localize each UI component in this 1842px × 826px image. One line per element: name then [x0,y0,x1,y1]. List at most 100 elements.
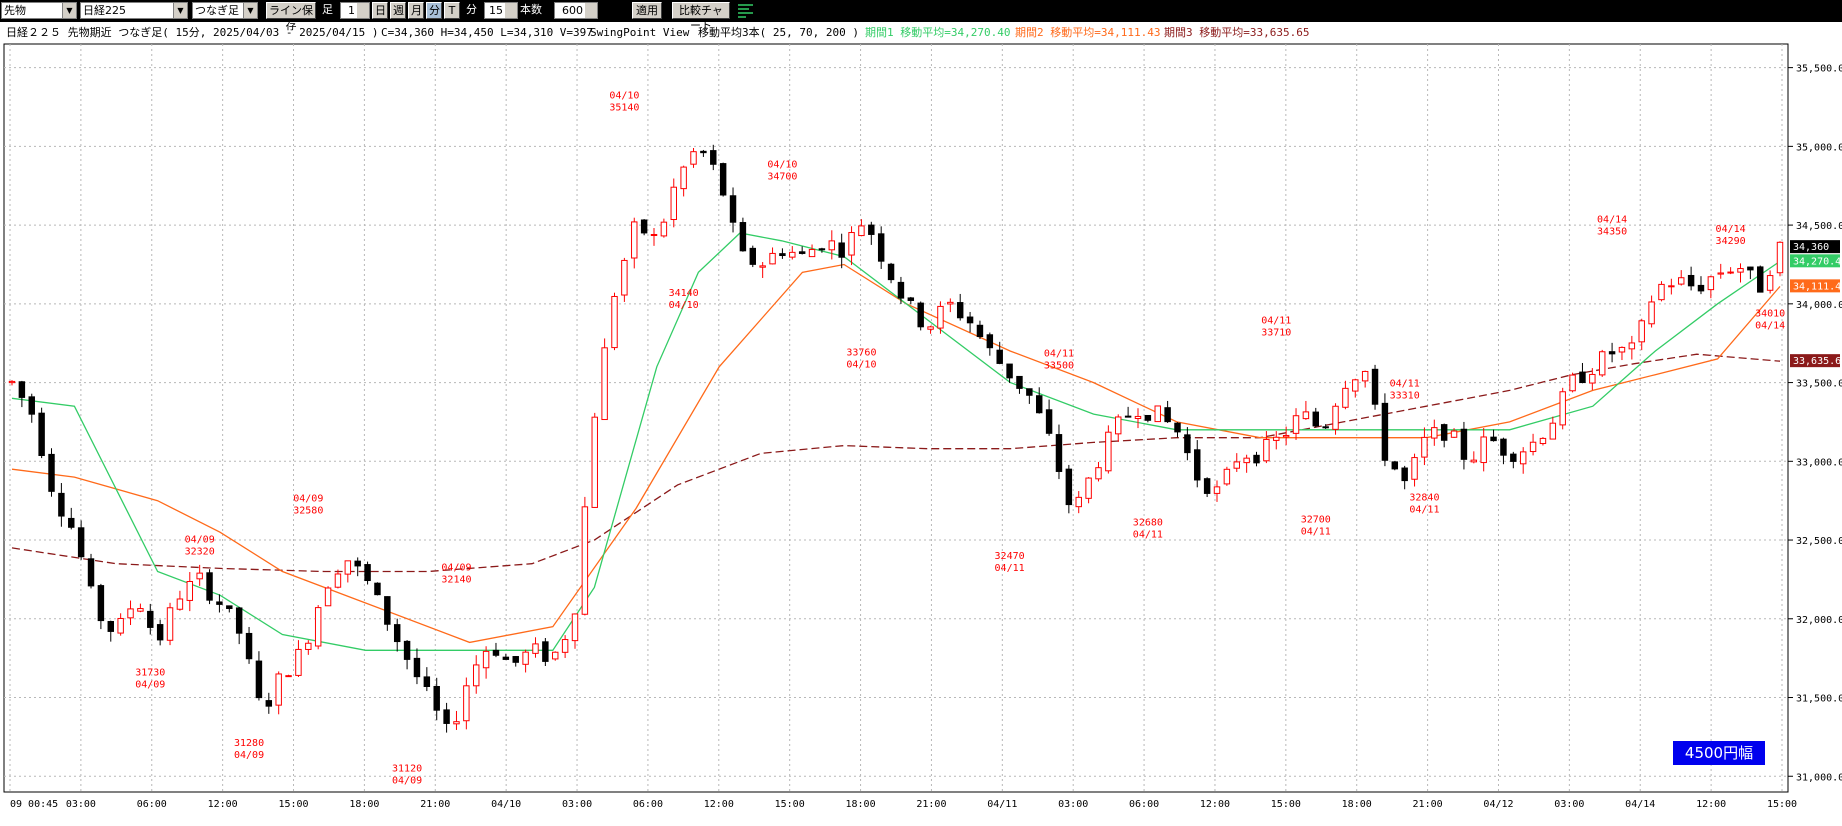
swing-label: 32700 [1301,515,1331,526]
indicator-list-icon[interactable] [737,2,755,19]
ma1-readout: 期間1 移動平均=34,270.40 [865,25,1010,39]
foot-value: 1 [348,4,355,17]
apply-button[interactable]: 適用 [632,2,662,19]
candle-up [1450,430,1458,438]
candle-up [166,607,174,641]
x-tick-label: 03:00 [1554,799,1584,810]
ma3-readout: 期間3 移動平均=33,635.65 [1164,25,1309,39]
candle-down [107,621,114,632]
candle-down [700,150,707,154]
candle-up [1134,415,1142,420]
count-input[interactable]: 600 [554,2,598,19]
candle-down [255,660,263,699]
save-layout-button[interactable]: ライン保存 [266,2,316,32]
candle-up [295,648,302,676]
candle-down [502,656,510,660]
x-tick-label: 12:00 [1200,799,1230,810]
candle-up [1273,436,1280,441]
y-tick-label: 31,500.0 [1796,694,1842,705]
candle-up [1105,431,1112,472]
candle-up [769,252,776,265]
contract-select[interactable]: つなぎ足 ▼ [192,2,258,19]
candle-down [265,700,273,707]
candle-up [1352,379,1359,392]
candle-up [1223,468,1231,485]
candle-up [1154,405,1161,423]
candle-up [8,380,16,384]
foot-label: 足 [322,3,333,16]
x-tick-label: 06:00 [633,799,663,810]
minute-input[interactable]: 15 [484,2,518,19]
candle-down [710,150,717,165]
candle-down [226,605,233,609]
candle-down [354,560,361,567]
candle-down [58,492,65,517]
candle-up [621,259,628,296]
price-chart[interactable]: 3112004/093128004/093173004/0904/0932320… [0,22,1842,826]
swing-label: 34140 [669,288,699,299]
candle-down [1579,371,1586,384]
candle-up [176,598,184,610]
candle-up [1115,416,1122,435]
value-tag [1790,279,1840,293]
candle-up [1332,405,1339,430]
ma200-line [11,353,1781,573]
candle-up [1095,467,1102,480]
candle-down [413,657,421,678]
value-tag-label: 34,360 [1793,242,1829,253]
swing-label: 32680 [1133,518,1163,529]
day-button[interactable]: 日 [372,2,388,19]
candle-down [996,349,1003,364]
candle-down [1194,449,1201,481]
month-button[interactable]: 月 [408,2,424,19]
candle-down [156,624,164,641]
candle-up [1569,374,1576,392]
candle-up [1243,457,1250,464]
candle-down [719,163,727,196]
x-tick-label: 03:00 [66,799,96,810]
candle-up [1361,370,1369,382]
candle-down [1312,411,1320,427]
spinner-icon[interactable] [357,3,369,18]
candle-down [245,632,253,660]
spinner-icon[interactable] [505,3,517,18]
candle-up [1776,241,1784,274]
candle-up [117,617,124,634]
candle-down [1381,402,1389,461]
candle-up [601,347,608,421]
swingpoint-label: SwingPoint View [590,26,690,39]
foot-input[interactable]: 1 [340,2,370,19]
candle-down [887,263,895,281]
candle-down [956,302,964,319]
swing-label: 33310 [1390,390,1420,401]
swing-label: 34010 [1755,308,1785,319]
candle-down [1500,438,1507,456]
week-button[interactable]: 週 [390,2,406,19]
candle-up [1480,436,1487,464]
compare-chart-button[interactable]: 比較チャート [672,2,730,32]
candle-up [1638,320,1645,343]
minute-button[interactable]: 分 [426,2,442,19]
x-tick-label: 21:00 [916,799,946,810]
swing-label: 04/09 [135,679,165,690]
category-select[interactable]: 先物 ▼ [1,2,77,19]
candle-down [1401,467,1408,482]
swing-label: 04/11 [995,563,1025,574]
candle-up [1668,285,1675,288]
candle-up [1707,276,1715,291]
swing-label: 04/11 [1301,527,1331,538]
candle-up [1431,427,1438,439]
tick-button[interactable]: T [444,2,460,19]
candle-down [877,233,885,262]
candle-up [482,650,490,669]
candle-down [48,453,55,492]
candle-down [1460,428,1468,460]
spinner-icon[interactable] [585,3,597,18]
swing-label: 35140 [609,102,639,113]
instrument-select[interactable]: 日経225 ▼ [80,2,188,19]
candle-up [1618,346,1626,353]
y-tick-label: 32,000.0 [1796,615,1842,626]
candle-down [1687,274,1695,287]
candle-down [77,527,85,558]
x-tick-label: 15:00 [775,799,805,810]
